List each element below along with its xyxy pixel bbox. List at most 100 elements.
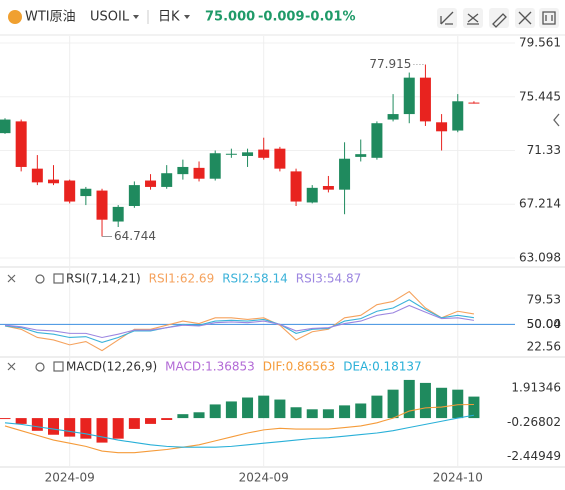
- macd-bar: [322, 409, 334, 419]
- candle-body: [80, 188, 92, 197]
- price-change: -0.009: [258, 10, 305, 25]
- y-tick-label: 79.53: [527, 293, 561, 307]
- macd-bar: [355, 403, 367, 419]
- legend-entry: MACD:1.36853: [165, 360, 255, 374]
- macd-bar: [112, 418, 124, 439]
- macd-bar: [403, 379, 415, 419]
- y-tick-label: 1.91346: [511, 381, 561, 395]
- y-tick-label: 22.56: [527, 339, 561, 353]
- macd-bar: [15, 418, 27, 424]
- price-change-percent: -0.01%: [305, 10, 356, 25]
- macd-bar: [339, 405, 351, 419]
- macd-bar: [371, 395, 383, 419]
- y-tick-label: 79.561: [519, 36, 561, 50]
- macd-bar: [64, 418, 76, 437]
- tool-icon: [467, 13, 479, 25]
- settings-icon[interactable]: [35, 274, 45, 284]
- macd-bar: [242, 397, 254, 419]
- candle-body: [468, 102, 480, 104]
- y-tick-label: 67.214: [519, 197, 561, 211]
- macd-bar: [96, 418, 108, 443]
- candle-body: [274, 148, 286, 169]
- macd-bar: [128, 418, 140, 429]
- macd-bar: [161, 418, 173, 420]
- macd-bar: [468, 396, 480, 419]
- period[interactable]: 日K: [158, 10, 180, 25]
- macd-bar: [306, 409, 318, 419]
- candle-body: [177, 166, 189, 175]
- candle-body: [371, 123, 383, 158]
- dropdown-arrow[interactable]: [184, 15, 190, 19]
- candle-body: [258, 149, 270, 158]
- low-label: 64.744: [114, 229, 156, 243]
- candle-body: [31, 168, 43, 183]
- macd-bar: [209, 404, 221, 419]
- macd-bar: [225, 401, 237, 419]
- tool-icon: [518, 11, 532, 25]
- candle-body: [209, 153, 221, 179]
- candle-body: [242, 152, 254, 156]
- macd-bar: [419, 382, 431, 419]
- candle-body: [452, 101, 464, 131]
- tool-icon: [440, 11, 454, 25]
- candle-body: [161, 173, 173, 187]
- y-tick-label: 75.445: [519, 89, 561, 103]
- symbol-code[interactable]: USOIL: [90, 10, 130, 25]
- macd-bar: [31, 418, 43, 431]
- candle-body: [145, 180, 157, 187]
- candle-body: [48, 179, 60, 184]
- legend-entry: RSI1:62.69: [149, 272, 215, 286]
- symbol-name[interactable]: WTI原油: [25, 10, 76, 25]
- candle-body: [225, 153, 237, 155]
- candle-body: [355, 154, 367, 157]
- y-tick-label: 63.098: [519, 250, 561, 264]
- legend-entry: DIF:0.86563: [263, 360, 335, 374]
- macd-line: [4, 403, 474, 454]
- indicator-line: [4, 299, 475, 343]
- reference-label: 50.00: [527, 317, 561, 331]
- macd-bar: [387, 389, 399, 419]
- candle-body: [403, 77, 415, 115]
- indicator-icon: [53, 273, 64, 284]
- settings-icon[interactable]: [35, 362, 45, 372]
- tool-button[interactable]: [539, 8, 559, 28]
- indicator-line: [4, 304, 475, 339]
- candle-body: [436, 122, 448, 132]
- last-price: 75.000: [205, 10, 255, 25]
- y-tick-label: -2.44949: [507, 449, 561, 463]
- top-bar: WTI原油 USOIL 日K 75.000 -0.009 -0.01%: [8, 8, 559, 28]
- tool-icon: [492, 13, 507, 28]
- candle-body: [96, 190, 108, 220]
- y-tick-label: 71.33: [527, 143, 561, 157]
- dropdown-arrow[interactable]: [133, 15, 139, 19]
- macd-bar: [258, 395, 270, 419]
- candle-body: [419, 77, 431, 122]
- indicator-title: RSI(7,14,21): [66, 272, 141, 286]
- macd-bar: [145, 418, 157, 424]
- indicator-line: [4, 290, 475, 352]
- indicator-title: MACD(12,26,9): [66, 360, 157, 374]
- macd-bar: [48, 418, 60, 435]
- candle-body: [15, 121, 27, 167]
- candle-body: [306, 187, 318, 203]
- legend-entry: DEA:0.18137: [343, 360, 422, 374]
- candle-body: [290, 171, 302, 202]
- y-tick-label: -0.26802: [507, 415, 561, 429]
- candle-body: [0, 119, 11, 134]
- macd-bar: [177, 414, 189, 419]
- candle-body: [387, 114, 399, 120]
- candle-body: [339, 158, 351, 190]
- x-tick-label: 2024-09: [45, 471, 95, 485]
- collapse-arrow[interactable]: [553, 113, 560, 127]
- macd-bar: [452, 389, 464, 419]
- close-icon[interactable]: [7, 362, 16, 371]
- macd-controls: [7, 361, 64, 372]
- macd-bar: [80, 418, 92, 439]
- x-tick-label: 2024-09: [239, 471, 289, 485]
- macd-bar: [290, 407, 302, 419]
- candle-body: [64, 180, 76, 202]
- close-icon[interactable]: [7, 274, 16, 283]
- legend-entry: RSI3:54.87: [296, 272, 362, 286]
- high-label: 77.915: [369, 57, 411, 71]
